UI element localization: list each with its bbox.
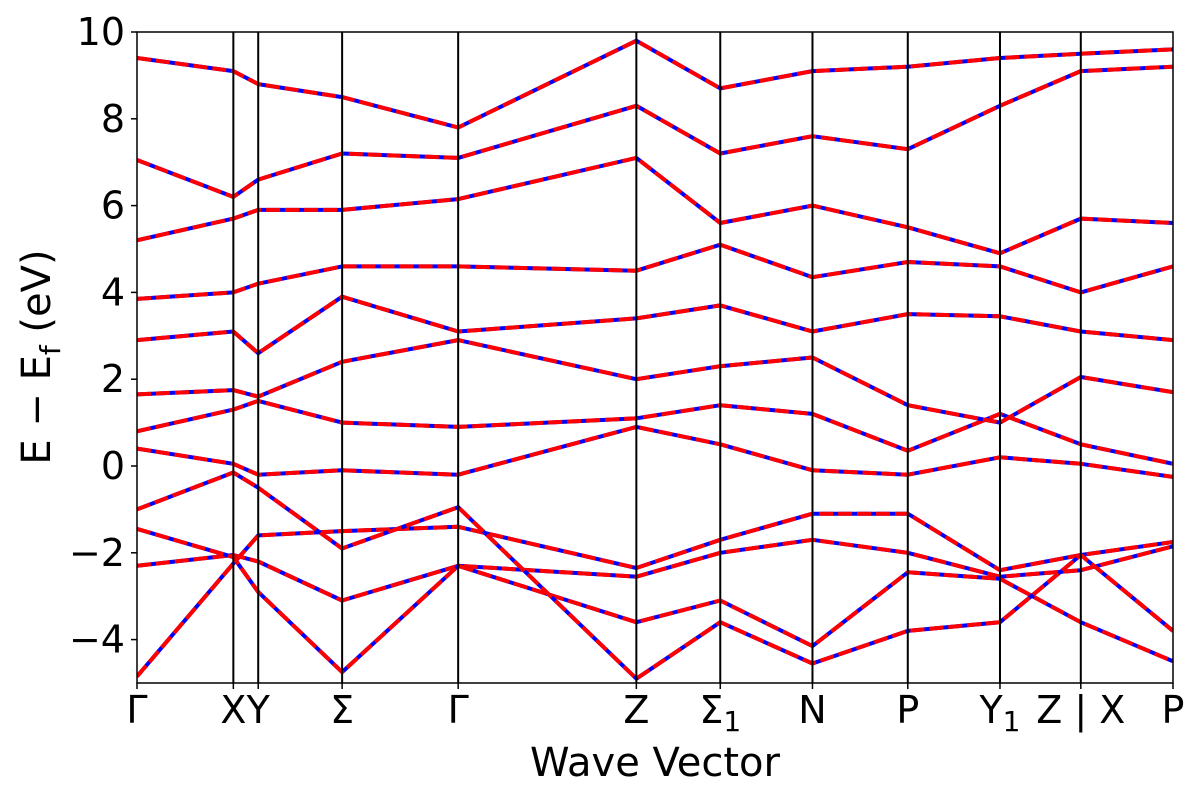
band-7-overlay — [137, 338, 1173, 425]
x-tick-label: N — [798, 688, 826, 732]
band-10-overlay — [137, 155, 1173, 256]
band-12-overlay — [137, 38, 1173, 130]
x-tick-label: Y — [246, 688, 271, 732]
y-tick-label: 10 — [77, 10, 125, 54]
y-tick-label: 0 — [101, 444, 125, 488]
band-9-overlay — [137, 242, 1173, 301]
y-tick-label: 8 — [101, 97, 125, 141]
x-tick-label: Σ — [330, 688, 354, 732]
x-tick-label: Z — [623, 688, 649, 732]
y-axis-title: E − Ef (eV) — [14, 249, 67, 464]
x-tick-label: Σ1 — [699, 688, 741, 738]
y-axis-ticks: −4 −2 0 2 4 6 8 10 — [69, 10, 137, 662]
bands-layer — [137, 38, 1173, 681]
y-axis-title-main: E − E — [14, 355, 60, 465]
x-tick-label: X — [220, 688, 246, 732]
y-axis-title-unit: (eV) — [14, 249, 60, 345]
band-3-overlay — [137, 526, 1173, 675]
band-6-overlay — [137, 398, 1173, 466]
x-tick-label: Y1 — [978, 688, 1020, 738]
x-tick-label: Z | X — [1036, 688, 1125, 733]
y-tick-label: 4 — [101, 270, 125, 314]
y-tick-label: 2 — [101, 357, 125, 401]
band-5-overlay — [137, 424, 1173, 479]
x-tick-label: Γ — [126, 688, 147, 732]
plot-frame — [136, 31, 1174, 684]
y-tick-label: −2 — [69, 531, 125, 575]
x-axis-title: Wave Vector — [530, 740, 781, 786]
y-tick-label: 6 — [101, 184, 125, 228]
band-11-overlay — [137, 64, 1173, 199]
y-tick-label: −4 — [69, 618, 125, 662]
band-8-overlay — [137, 294, 1173, 356]
band-2-overlay — [137, 537, 1173, 603]
y-axis-title-subscript: f — [34, 344, 67, 355]
band-1-overlay — [137, 511, 1173, 678]
x-tick-label: Γ — [448, 688, 469, 732]
high-symmetry-lines — [232, 32, 1082, 683]
x-axis-ticks: Γ X Y Σ Γ Z Σ1 N P Y1 Z | X P — [126, 683, 1184, 738]
x-tick-label: P — [896, 688, 919, 732]
x-tick-label: P — [1162, 688, 1185, 732]
band-4-overlay — [137, 470, 1173, 681]
